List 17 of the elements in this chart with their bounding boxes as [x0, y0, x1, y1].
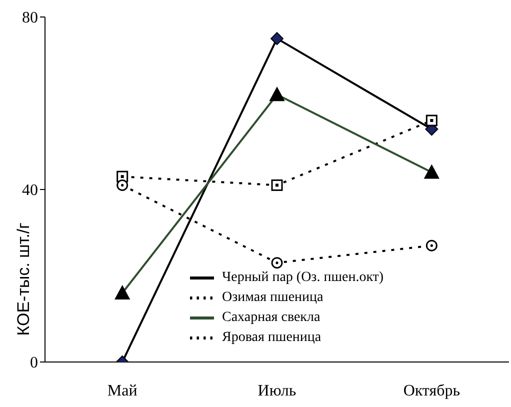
legend-label: Озимая пшеница: [222, 290, 324, 305]
x-tick-label: Май: [107, 382, 138, 400]
point: [270, 32, 284, 46]
y-tick-label: 40: [22, 182, 38, 200]
point: [426, 240, 438, 252]
legend-label: Яровая пшеница: [222, 330, 322, 345]
point: [116, 179, 128, 191]
point: [271, 179, 283, 191]
y-tick-label: 80: [22, 10, 38, 27]
point: [271, 257, 283, 269]
point: [426, 114, 438, 126]
legend-label: Черный пар (Оз. пшен.окт): [222, 270, 384, 285]
x-tick-label: Июль: [258, 382, 296, 400]
y-axis-title: КОЕ-тыс. шт./г: [14, 222, 33, 336]
legend-label: Сахарная свекла: [222, 310, 320, 325]
x-tick-label: Октябрь: [403, 382, 460, 400]
y-tick-label: 0: [30, 354, 38, 372]
